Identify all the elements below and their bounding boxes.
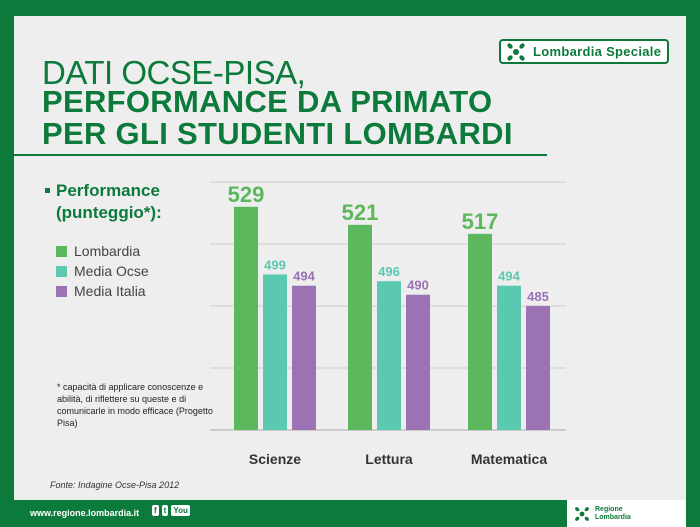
data-label: 521 [342, 200, 379, 225]
legend-item-media-ocse: Media Ocse [56, 263, 149, 279]
bar-lombardia-matematica [468, 233, 492, 430]
bar-lombardia-scienze [234, 206, 258, 430]
bar-media-italia-matematica [526, 306, 550, 430]
data-label: 496 [378, 264, 400, 279]
category-label: Lettura [365, 451, 413, 467]
bar-media-italia-scienze [292, 285, 316, 430]
data-label: 494 [498, 269, 520, 284]
legend-label: Media Italia [74, 283, 146, 299]
legend-swatch [56, 245, 67, 257]
bullet-square-icon [45, 188, 50, 193]
bar-media-ocse-lettura [377, 281, 401, 430]
legend-label: Media Ocse [74, 263, 149, 279]
source-note: Fonte: Indagine Ocse-Pisa 2012 [50, 480, 180, 490]
data-label: 517 [462, 209, 499, 234]
category-label: Matematica [471, 451, 547, 467]
legend-item-lombardia: Lombardia [56, 243, 140, 259]
bar-media-ocse-scienze [263, 274, 287, 430]
data-label: 490 [407, 278, 429, 293]
badge-label: Lombardia Speciale [533, 44, 662, 59]
legend-swatch [56, 285, 67, 297]
footer-url-link[interactable]: www.regione.lombardia.it [30, 508, 140, 518]
legend-swatch [56, 265, 67, 277]
logo-text-line-2: Lombardia [595, 513, 631, 521]
legend-heading-line-2: (punteggio*): [56, 203, 162, 222]
regione-lombardia-logo: Regione Lombardia [567, 500, 686, 527]
title-line-3: PER GLI STUDENTI LOMBARDI [42, 116, 513, 151]
legend-item-media-italia: Media Italia [56, 283, 146, 299]
logo-text-line-1: Regione [595, 505, 623, 513]
data-label: 529 [228, 182, 265, 207]
social-links: f t You [152, 505, 190, 516]
twitter-icon[interactable]: t [161, 505, 169, 516]
data-label: 494 [293, 269, 315, 284]
lombardia-rose-icon [575, 506, 589, 521]
title-line-1: DATI OCSE-PISA, [42, 54, 306, 91]
facebook-icon[interactable]: f [152, 505, 159, 516]
data-label: 485 [527, 289, 549, 304]
title-line-2: PERFORMANCE DA PRIMATO [42, 84, 493, 119]
bar-media-ocse-matematica [497, 285, 521, 430]
legend-heading: Performance (punteggio*): [45, 180, 162, 224]
bar-media-italia-lettura [406, 294, 430, 430]
data-label: 499 [264, 257, 286, 272]
legend-label: Lombardia [74, 243, 141, 259]
title-divider [14, 154, 547, 156]
category-label: Scienze [249, 451, 301, 467]
lombardia-speciale-badge: Lombardia Speciale [499, 39, 669, 64]
youtube-icon[interactable]: You [171, 505, 190, 516]
legend-heading-line-1: Performance [56, 181, 160, 200]
footnote: * capacità di applicare conoscenze e abi… [57, 382, 213, 428]
bar-lombardia-lettura [348, 224, 372, 430]
lombardia-rose-icon [507, 42, 525, 61]
